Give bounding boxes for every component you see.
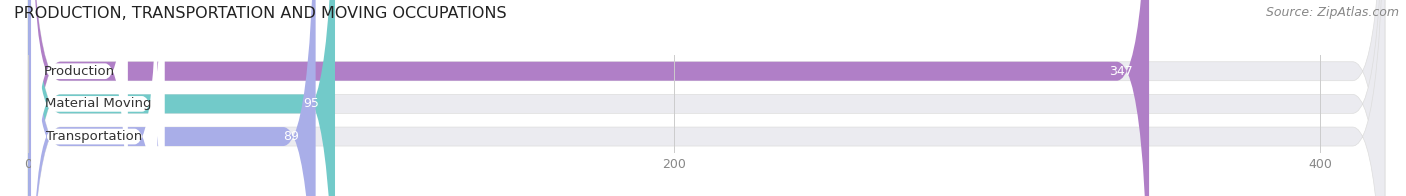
FancyBboxPatch shape (28, 0, 1385, 196)
Text: Transportation: Transportation (46, 130, 142, 143)
FancyBboxPatch shape (28, 0, 1385, 196)
Text: Material Moving: Material Moving (45, 97, 152, 110)
Text: 89: 89 (284, 130, 299, 143)
FancyBboxPatch shape (28, 0, 335, 196)
FancyBboxPatch shape (31, 0, 165, 196)
FancyBboxPatch shape (28, 0, 315, 196)
Text: Production: Production (44, 65, 115, 78)
Text: 347: 347 (1109, 65, 1133, 78)
FancyBboxPatch shape (31, 0, 128, 196)
FancyBboxPatch shape (31, 0, 157, 196)
FancyBboxPatch shape (28, 0, 1149, 196)
Text: PRODUCTION, TRANSPORTATION AND MOVING OCCUPATIONS: PRODUCTION, TRANSPORTATION AND MOVING OC… (14, 6, 506, 21)
Text: Source: ZipAtlas.com: Source: ZipAtlas.com (1265, 6, 1399, 19)
FancyBboxPatch shape (28, 0, 1385, 196)
Text: 95: 95 (302, 97, 319, 110)
